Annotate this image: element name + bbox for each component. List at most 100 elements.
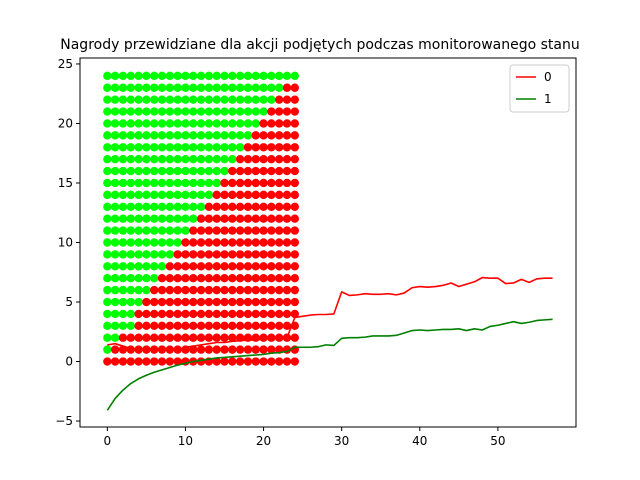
- scatter-point: [212, 166, 221, 176]
- scatter-point: [134, 285, 143, 295]
- scatter-point: [165, 143, 175, 152]
- scatter-point: [251, 83, 260, 92]
- scatter-point: [235, 107, 245, 116]
- scatter-point: [220, 178, 229, 188]
- scatter-point: [173, 321, 182, 331]
- scatter-point: [110, 262, 120, 271]
- scatter-point: [259, 309, 268, 319]
- scatter-point: [243, 297, 253, 307]
- scatter-point: [173, 131, 182, 140]
- scatter-point: [267, 345, 276, 354]
- scatter-point: [134, 262, 143, 271]
- scatter-point: [150, 178, 159, 188]
- scatter-point: [126, 321, 135, 331]
- scatter-point: [290, 178, 300, 188]
- scatter-point: [251, 274, 260, 283]
- scatter-point: [126, 309, 135, 319]
- scatter-point: [134, 226, 143, 235]
- scatter-point: [251, 202, 260, 211]
- scatter-point: [189, 131, 198, 140]
- scatter-point: [142, 274, 151, 283]
- scatter-point: [173, 190, 182, 200]
- chart-title: Nagrody przewidziane dla akcji podjętych…: [60, 37, 579, 53]
- scatter-point: [150, 357, 159, 366]
- scatter-point: [274, 309, 284, 319]
- scatter-point: [282, 250, 292, 259]
- scatter-point: [150, 238, 159, 247]
- scatter-point: [228, 262, 237, 271]
- scatter-point: [196, 190, 206, 200]
- scatter-point: [235, 131, 245, 140]
- scatter-point: [267, 202, 276, 211]
- scatter-point: [134, 309, 143, 319]
- scatter-point: [243, 274, 253, 283]
- scatter-point: [274, 131, 284, 140]
- scatter-point: [228, 95, 237, 104]
- scatter-point: [157, 190, 167, 200]
- scatter-point: [189, 333, 198, 342]
- scatter-point: [204, 190, 214, 200]
- legend-box: [509, 64, 570, 113]
- scatter-point: [267, 238, 276, 247]
- scatter-point: [142, 333, 151, 342]
- scatter-point: [134, 107, 143, 116]
- scatter-point: [290, 214, 300, 223]
- scatter-point: [196, 119, 206, 128]
- scatter-point: [267, 166, 276, 176]
- scatter-point: [173, 107, 182, 116]
- scatter-point: [220, 131, 229, 140]
- scatter-point: [290, 190, 300, 200]
- scatter-point: [196, 71, 206, 81]
- scatter-point: [212, 226, 221, 235]
- scatter-point: [212, 83, 221, 92]
- scatter-point: [267, 143, 276, 152]
- scatter-point: [157, 333, 167, 342]
- scatter-point: [212, 333, 221, 342]
- scatter-point: [267, 214, 276, 223]
- scatter-point: [142, 166, 151, 176]
- scatter-point: [274, 154, 284, 164]
- scatter-point: [165, 71, 175, 81]
- scatter-point: [282, 226, 292, 235]
- scatter-point: [204, 238, 214, 247]
- scatter-point: [251, 357, 260, 366]
- scatter-point: [181, 333, 190, 342]
- y-tick-label: 10: [58, 236, 73, 250]
- scatter-point: [126, 357, 135, 366]
- scatter-point: [189, 345, 198, 354]
- scatter-point: [251, 250, 260, 259]
- scatter-point: [134, 357, 143, 366]
- scatter-point: [212, 119, 221, 128]
- scatter-point: [267, 274, 276, 283]
- scatter-point: [251, 297, 260, 307]
- scatter-point: [173, 71, 182, 81]
- scatter-point: [274, 107, 284, 116]
- scatter-point: [212, 297, 221, 307]
- scatter-point: [157, 83, 167, 92]
- scatter-point: [150, 321, 159, 331]
- scatter-point: [110, 190, 120, 200]
- scatter-point: [118, 83, 128, 92]
- scatter-point: [251, 190, 260, 200]
- scatter-point: [251, 178, 260, 188]
- scatter-point: [181, 309, 190, 319]
- scatter-point: [267, 83, 276, 92]
- legend-label-1: 1: [544, 92, 552, 106]
- scatter-point: [290, 95, 300, 104]
- scatter-point: [282, 107, 292, 116]
- scatter-point: [204, 262, 214, 271]
- scatter-point: [126, 83, 135, 92]
- scatter-point: [228, 71, 237, 81]
- scatter-point: [220, 107, 229, 116]
- scatter-point: [150, 95, 159, 104]
- scatter-point: [150, 333, 159, 342]
- scatter-point: [220, 71, 229, 81]
- scatter-point: [110, 95, 120, 104]
- scatter-point: [165, 297, 175, 307]
- scatter-point: [243, 202, 253, 211]
- scatter-point: [196, 285, 206, 295]
- scatter-point: [150, 262, 159, 271]
- scatter-point: [212, 178, 221, 188]
- scatter-point: [126, 250, 135, 259]
